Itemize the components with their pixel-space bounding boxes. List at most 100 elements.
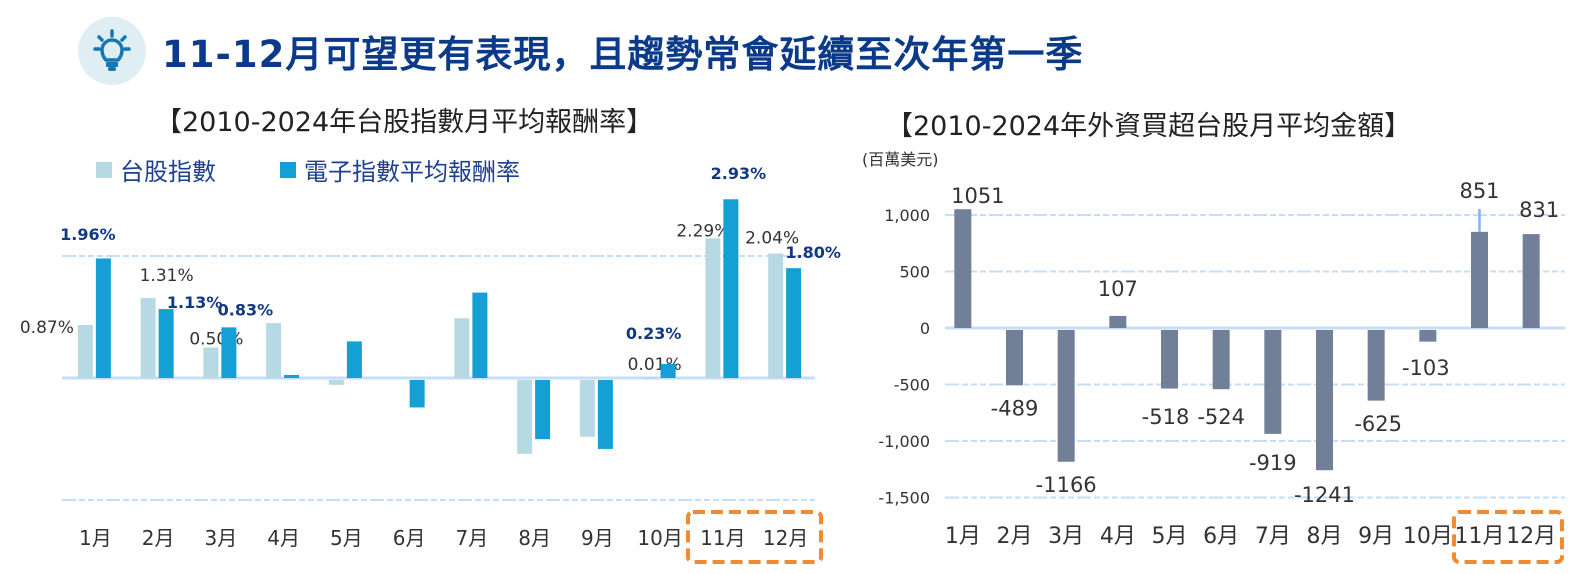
right-data-label: -489 bbox=[991, 396, 1039, 420]
left-bar-electronics bbox=[221, 327, 237, 378]
left-bar-electronics bbox=[535, 380, 551, 440]
right-bar bbox=[1316, 330, 1333, 471]
right-data-label: 851 bbox=[1459, 179, 1499, 203]
right-data-label: -103 bbox=[1402, 356, 1450, 380]
right-x-tick-label: 8月 bbox=[1307, 524, 1343, 549]
header: 11-12月可望更有表現，且趨勢常會延續至次年第一季 bbox=[78, 16, 1083, 86]
right-y-tick-label: -500 bbox=[894, 376, 930, 395]
left-highlight-box bbox=[686, 510, 823, 564]
left-bar-electronics bbox=[95, 258, 111, 378]
right-x-tick-label: 9月 bbox=[1358, 524, 1394, 549]
right-bar bbox=[1109, 315, 1127, 328]
right-x-tick-label: 2月 bbox=[997, 524, 1033, 549]
right-y-tick-label: 0 bbox=[920, 319, 930, 338]
lightbulb-icon bbox=[78, 17, 146, 85]
right-x-tick-label: 1月 bbox=[945, 524, 981, 549]
left-data-label: 1.80% bbox=[785, 243, 841, 262]
left-data-label: 0.23% bbox=[626, 324, 682, 343]
left-x-tick-label: 5月 bbox=[330, 526, 363, 550]
left-chart-title: 【2010-2024年台股指數月平均報酬率】 bbox=[155, 107, 654, 138]
right-bar bbox=[1006, 330, 1023, 386]
left-bar-taiex bbox=[517, 380, 533, 454]
right-data-label: -1241 bbox=[1294, 483, 1355, 507]
left-bar-electronics bbox=[409, 380, 425, 408]
right-y-tick-label: -1,000 bbox=[878, 432, 930, 451]
legend-swatch-taiex bbox=[96, 161, 112, 178]
left-bar-taiex bbox=[642, 377, 658, 380]
right-bar bbox=[1212, 330, 1230, 390]
left-x-tick-label: 8月 bbox=[518, 526, 551, 550]
right-data-label: -1166 bbox=[1036, 473, 1097, 497]
left-data-label: 1.31% bbox=[140, 266, 194, 286]
left-bar-taiex bbox=[705, 238, 721, 378]
left-bar-taiex bbox=[266, 323, 282, 378]
right-x-tick-label: 10月 bbox=[1403, 524, 1453, 549]
left-data-label: 0.87% bbox=[20, 318, 74, 338]
right-y-tick-label: -1,500 bbox=[878, 489, 930, 508]
right-bar bbox=[1367, 330, 1385, 401]
right-data-label: 831 bbox=[1519, 198, 1559, 222]
right-x-tick-label: 6月 bbox=[1203, 524, 1239, 549]
right-chart-title: 【2010-2024年外資買超台股月平均金額】 bbox=[886, 111, 1412, 142]
right-data-label: -518 bbox=[1142, 405, 1190, 429]
left-bar-electronics bbox=[660, 363, 676, 378]
left-data-label: 1.96% bbox=[60, 225, 116, 244]
left-bar-electronics bbox=[346, 341, 362, 378]
right-bar bbox=[1057, 330, 1075, 462]
left-x-tick-label: 10月 bbox=[637, 526, 682, 550]
left-x-tick-label: 11月 bbox=[700, 526, 745, 550]
left-bar-electronics bbox=[472, 292, 488, 378]
right-x-tick-label: 5月 bbox=[1152, 524, 1188, 549]
left-bar-taiex bbox=[203, 347, 219, 378]
left-bar-taiex bbox=[77, 324, 93, 378]
right-data-label: -625 bbox=[1354, 412, 1402, 436]
legend-label-electronics: 電子指數平均報酬率 bbox=[304, 158, 520, 186]
legend-item-taiex: 台股指數 bbox=[96, 152, 216, 187]
right-y-tick-label: 1,000 bbox=[884, 206, 930, 225]
right-data-label: -524 bbox=[1197, 405, 1245, 429]
left-data-label: 0.83% bbox=[218, 300, 274, 319]
right-y-tick-label: 500 bbox=[899, 263, 930, 282]
right-data-label: 1051 bbox=[951, 184, 1004, 208]
right-highlight-box bbox=[1452, 510, 1564, 564]
left-bar-taiex bbox=[579, 380, 595, 437]
left-bar-electronics bbox=[158, 309, 174, 378]
left-x-tick-label: 4月 bbox=[267, 526, 300, 550]
legend-item-electronics: 電子指數平均報酬率 bbox=[280, 152, 520, 187]
right-x-tick-label: 7月 bbox=[1255, 524, 1291, 549]
right-x-tick-label: 12月 bbox=[1506, 524, 1556, 549]
right-bar bbox=[954, 209, 972, 328]
left-x-tick-label: 7月 bbox=[456, 526, 489, 550]
left-bar-electronics bbox=[723, 199, 739, 378]
right-bar bbox=[1419, 330, 1437, 342]
legend-label-taiex: 台股指數 bbox=[120, 158, 216, 186]
left-data-label: 2.29% bbox=[676, 221, 730, 241]
right-bar bbox=[1264, 330, 1282, 434]
left-x-tick-label: 6月 bbox=[393, 526, 426, 550]
right-data-label: 107 bbox=[1098, 277, 1138, 301]
left-bar-electronics bbox=[786, 268, 802, 378]
right-x-tick-label: 11月 bbox=[1455, 524, 1505, 549]
left-bar-taiex bbox=[768, 253, 784, 378]
right-bar bbox=[1471, 231, 1488, 328]
left-bar-electronics bbox=[284, 374, 300, 378]
left-data-label: 2.04% bbox=[745, 229, 799, 249]
left-x-tick-label: 2月 bbox=[142, 526, 175, 550]
left-data-label: 2.93% bbox=[711, 164, 767, 183]
left-x-tick-label: 1月 bbox=[79, 526, 112, 550]
left-x-tick-label: 12月 bbox=[763, 526, 808, 550]
left-bar-taiex bbox=[140, 298, 156, 378]
right-x-tick-label: 3月 bbox=[1048, 524, 1084, 549]
left-bar-taiex bbox=[454, 318, 470, 378]
left-x-tick-label: 9月 bbox=[581, 526, 614, 550]
legend-swatch-electronics bbox=[280, 161, 296, 178]
left-data-label: 1.13% bbox=[167, 293, 223, 312]
page-title: 11-12月可望更有表現，且趨勢常會延續至次年第一季 bbox=[162, 33, 1084, 76]
unit-label: (百萬美元) bbox=[862, 150, 939, 169]
left-x-tick-label: 3月 bbox=[205, 526, 238, 550]
legend: 台股指數 電子指數平均報酬率 bbox=[96, 152, 584, 187]
left-bar-electronics bbox=[597, 380, 613, 449]
left-bar-taiex bbox=[328, 380, 344, 385]
right-x-tick-label: 4月 bbox=[1100, 524, 1136, 549]
